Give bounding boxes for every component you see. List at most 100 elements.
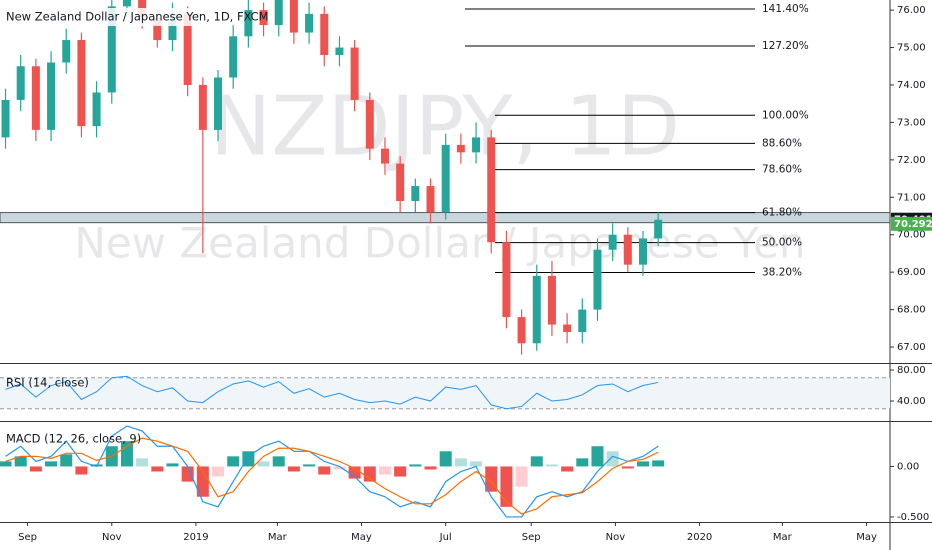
macd-histogram-bar [0, 461, 12, 467]
candle-body [335, 47, 344, 56]
macd-histogram-bar [287, 466, 300, 472]
candle-body [62, 40, 71, 63]
macd-histogram-bar [257, 461, 270, 467]
candle-body [198, 84, 207, 130]
candle-body [122, 0, 131, 7]
macd-histogram-bar [181, 466, 194, 482]
price-label-box [891, 216, 932, 231]
macd-histogram-bar [45, 461, 58, 467]
candle-body [31, 66, 40, 130]
candle-body [517, 317, 526, 344]
fib-label: 127.20% [762, 40, 809, 52]
candle-body [16, 66, 25, 100]
macd-line [5, 425, 659, 518]
fib-label: 78.60% [762, 164, 802, 176]
candle-body [380, 148, 389, 164]
title-bg [0, 8, 230, 26]
macd-histogram-bar [530, 456, 543, 467]
candle-body [320, 13, 329, 56]
macd-histogram-bar [303, 464, 316, 467]
candle-body [153, 17, 162, 41]
candle-body [305, 13, 314, 33]
macd-histogram-bar [545, 464, 558, 467]
x-tick-label: Mar [268, 532, 288, 543]
candle-body [214, 77, 223, 130]
candle-body [274, 0, 283, 26]
macd-histogram-bar [378, 466, 391, 475]
x-tick-label: May [351, 532, 372, 543]
macd-histogram-bar [29, 466, 42, 472]
macd-histogram-bar [242, 451, 255, 467]
candle-body [183, 13, 192, 85]
fib-label: 50.00% [762, 237, 802, 249]
fib-label: 61.80% [762, 207, 802, 219]
candle-body [396, 163, 405, 202]
candle-body [654, 219, 663, 239]
x-tick-label: 2019 [183, 532, 208, 543]
x-tick-label: Mar [773, 532, 793, 543]
x-tick-label: Sep [18, 532, 37, 543]
candle-body [487, 137, 496, 243]
signal-line [5, 437, 659, 515]
macd-histogram-bar [637, 461, 650, 467]
y-tick-label: 70.00 [897, 230, 926, 241]
fib-zone [0, 212, 891, 224]
macd-histogram-bar [652, 460, 665, 467]
candle-body [1, 99, 10, 138]
macd-histogram-bar [318, 466, 331, 475]
candle-body [411, 186, 420, 202]
chart-title: New Zealand Dollar / Japanese Yen, 1D, F… [6, 10, 269, 24]
candle-body [639, 238, 648, 265]
macd-histogram-bar [470, 461, 483, 467]
candle-body [608, 234, 617, 250]
price-label: 70.292 [894, 219, 932, 230]
macd-histogram-bar [363, 466, 376, 482]
candle-body [259, 10, 268, 26]
x-tick-label: Nov [102, 532, 122, 543]
candle-body [289, 0, 298, 33]
candle-body [456, 144, 465, 153]
candle-body [441, 144, 450, 213]
candle-body [92, 92, 101, 127]
macd-histogram-bar [151, 466, 164, 472]
x-tick-label: Nov [606, 532, 626, 543]
macd-histogram-bar [439, 451, 452, 467]
candle-body [502, 242, 511, 318]
candle-body [47, 62, 56, 130]
macd-histogram-bar [227, 456, 240, 467]
y-tick-label: 68.00 [897, 305, 926, 316]
y-tick-label: 74.00 [897, 80, 926, 91]
fib-label: 141.40% [762, 3, 809, 15]
pane-title: MACD (12, 26, close, 9) [6, 432, 141, 446]
candle-body [578, 309, 587, 333]
macd-histogram-bar [272, 456, 285, 467]
macd-histogram-bar [561, 466, 574, 472]
rsi-line [5, 375, 659, 410]
macd-histogram-bar [500, 466, 513, 507]
candle-body [168, 13, 177, 41]
candle-body [593, 249, 602, 310]
y-tick-label: 75.00 [897, 43, 926, 54]
fib-label: 100.00% [762, 109, 809, 121]
macd-histogram-bar [576, 458, 589, 467]
y-tick-label: 71.00 [897, 192, 926, 203]
candle-body [426, 186, 435, 213]
macd-histogram-bar [424, 466, 437, 470]
y-tick-label: 67.00 [897, 342, 926, 353]
candle-body [547, 275, 556, 325]
macd-histogram-bar [621, 466, 634, 469]
y-tick-label: 40.00 [897, 396, 926, 407]
y-tick-label: 73.00 [897, 117, 926, 128]
macd-histogram-bar [606, 451, 619, 467]
candle-body [563, 324, 572, 333]
y-tick-label: -0.500 [897, 512, 929, 523]
macd-histogram-bar [120, 441, 133, 467]
candle-body [107, 6, 116, 93]
x-tick-label: 2020 [687, 532, 712, 543]
macd-histogram-bar [196, 466, 209, 497]
fib-label: 88.60% [762, 137, 802, 149]
candle-body [229, 36, 238, 78]
macd-histogram-bar [14, 456, 27, 467]
macd-histogram-bar [136, 458, 149, 467]
